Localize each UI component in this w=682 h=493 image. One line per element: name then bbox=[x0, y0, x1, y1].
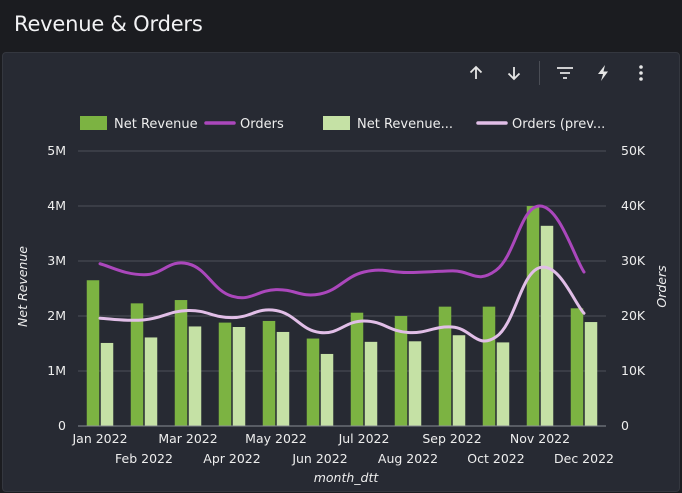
y-tick-label: 0 bbox=[58, 418, 66, 433]
chart-bars bbox=[86, 206, 598, 426]
x-tick-label: Feb 2022 bbox=[115, 451, 173, 466]
arrow-down-icon bbox=[507, 67, 521, 81]
bar-net-revenue-prev bbox=[320, 353, 334, 426]
chart-toolbar bbox=[457, 60, 660, 86]
bar-net-revenue-prev bbox=[276, 331, 290, 426]
y-tick-label: 3M bbox=[47, 253, 66, 268]
bar-net-revenue bbox=[130, 303, 144, 426]
y2-tick-label: 40K bbox=[621, 198, 646, 213]
x-axis-title: month_dtt bbox=[314, 470, 380, 485]
bar-net-revenue bbox=[438, 306, 452, 426]
sort-descending-button[interactable] bbox=[495, 60, 533, 86]
bar-net-revenue bbox=[526, 206, 540, 426]
legend-label: Orders bbox=[240, 117, 284, 132]
bar-net-revenue bbox=[86, 280, 100, 426]
y-tick-label: 1M bbox=[47, 363, 66, 378]
legend-swatch bbox=[80, 116, 107, 130]
y2-tick-label: 10K bbox=[621, 363, 646, 378]
x-tick-label: Jun 2022 bbox=[291, 451, 347, 466]
x-tick-label: Sep 2022 bbox=[422, 431, 481, 446]
y-tick-label: 4M bbox=[47, 198, 66, 213]
x-tick-label: May 2022 bbox=[245, 431, 307, 446]
bar-net-revenue bbox=[350, 312, 364, 426]
bar-net-revenue bbox=[218, 322, 232, 426]
y2-tick-label: 20K bbox=[621, 308, 646, 323]
y2-tick-label: 0 bbox=[621, 418, 629, 433]
arrow-up-icon bbox=[469, 65, 483, 79]
filter-icon bbox=[557, 67, 573, 79]
bar-net-revenue-prev bbox=[364, 341, 378, 426]
x-tick-label: Jan 2022 bbox=[71, 431, 127, 446]
x-tick-label: Apr 2022 bbox=[203, 451, 260, 466]
chart-title: Revenue & Orders bbox=[14, 12, 203, 36]
legend-swatch bbox=[323, 116, 350, 130]
y2-tick-label: 30K bbox=[621, 253, 646, 268]
legend-label: Net Revenue bbox=[114, 117, 198, 132]
chart-lines bbox=[98, 204, 586, 343]
toolbar-divider bbox=[539, 61, 540, 85]
filter-button[interactable] bbox=[546, 60, 584, 86]
legend-label: Net Revenue... bbox=[357, 117, 453, 132]
bar-net-revenue-prev bbox=[188, 326, 202, 426]
bar-net-revenue-prev bbox=[144, 337, 158, 426]
bar-net-revenue bbox=[394, 316, 408, 426]
legend-label: Orders (prev... bbox=[512, 117, 605, 132]
bar-net-revenue-prev bbox=[232, 327, 246, 426]
y-tick-label: 2M bbox=[47, 308, 66, 323]
bar-net-revenue bbox=[174, 300, 188, 426]
bar-net-revenue bbox=[306, 338, 320, 426]
sort-ascending-button[interactable] bbox=[457, 60, 495, 86]
bar-net-revenue-prev bbox=[408, 341, 422, 426]
chart-legend: Net Revenue Orders Net Revenue... Orders (p… bbox=[80, 116, 605, 132]
line-orders-prev bbox=[98, 265, 586, 343]
bar-net-revenue bbox=[262, 320, 276, 426]
bar-net-revenue-prev bbox=[540, 225, 554, 426]
y-tick-label: 5M bbox=[47, 143, 66, 158]
y-axis-title: Net Revenue bbox=[15, 246, 30, 327]
x-tick-label: Nov 2022 bbox=[510, 431, 570, 446]
line-orders bbox=[98, 204, 586, 300]
insights-button[interactable] bbox=[584, 60, 622, 86]
bar-net-revenue-prev bbox=[584, 322, 598, 426]
y2-axis-title: Orders bbox=[654, 265, 669, 308]
y2-tick-label: 50K bbox=[621, 143, 646, 158]
bar-net-revenue bbox=[570, 308, 584, 426]
bar-net-revenue-prev bbox=[452, 335, 466, 426]
bar-net-revenue-prev bbox=[100, 342, 114, 426]
x-tick-label: Dec 2022 bbox=[554, 451, 614, 466]
bar-net-revenue bbox=[482, 306, 496, 426]
lightning-icon bbox=[598, 65, 608, 81]
x-tick-label: Mar 2022 bbox=[158, 431, 217, 446]
more-options-button[interactable] bbox=[622, 60, 660, 86]
more-vert-icon bbox=[639, 65, 643, 81]
chart-axes: 0 0 1M 10K 2M 20K 3M 30K 4M 40K 5M 50K Jan 2022 Feb 2… bbox=[15, 143, 669, 485]
bar-net-revenue-prev bbox=[496, 342, 510, 426]
x-tick-label: Oct 2022 bbox=[467, 451, 524, 466]
x-tick-label: Jul 2022 bbox=[338, 431, 390, 446]
x-tick-label: Aug 2022 bbox=[378, 451, 438, 466]
